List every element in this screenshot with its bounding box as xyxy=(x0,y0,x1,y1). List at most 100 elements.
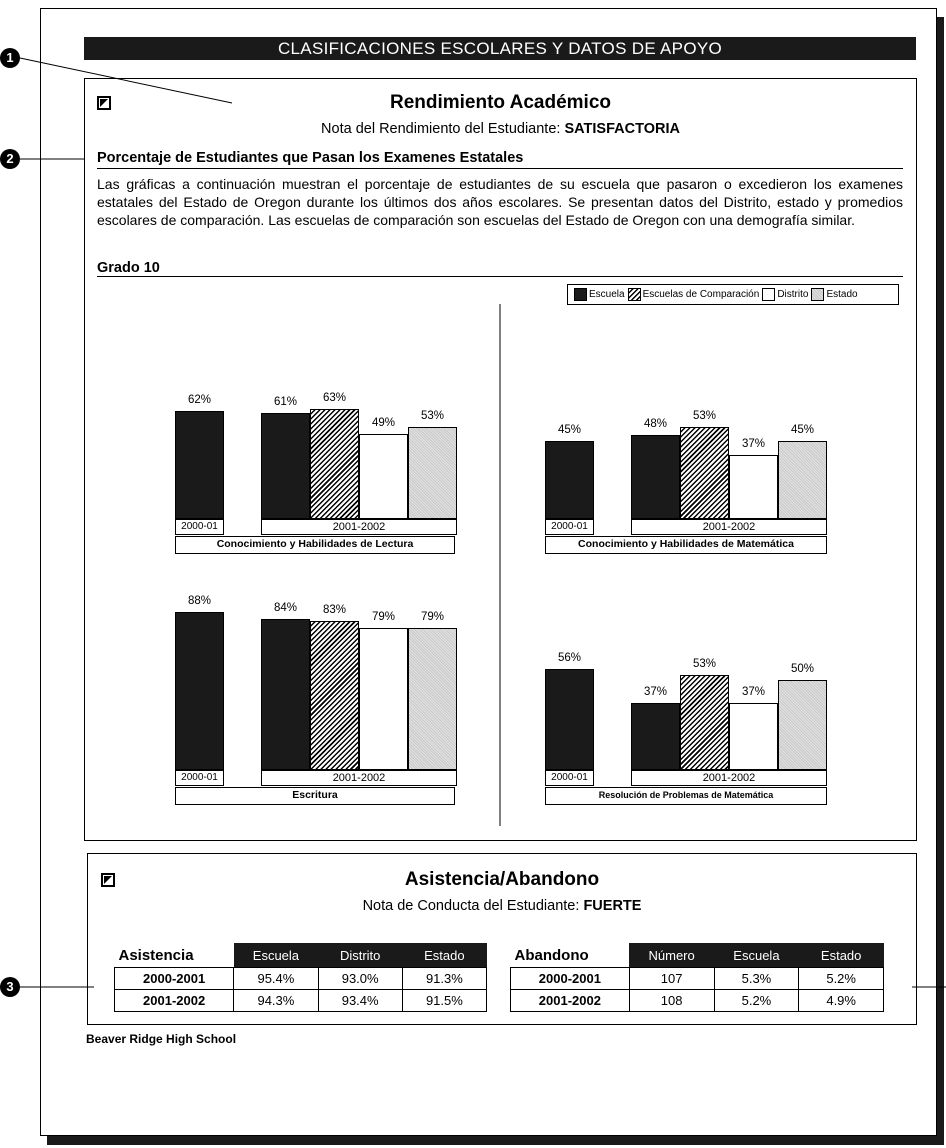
data-label: 79% xyxy=(420,610,445,623)
legend-label: Distrito xyxy=(777,289,809,300)
attendance-section xyxy=(87,853,917,1025)
data-label: 88% xyxy=(187,594,212,607)
legend-swatch-comparison xyxy=(627,288,641,301)
year-label: 2001-2002 xyxy=(631,770,827,786)
data-label: 62% xyxy=(187,394,212,407)
chart-title: Resolución de Problemas de Matemática xyxy=(545,787,827,805)
year-label: 2000-01 xyxy=(545,770,594,786)
column-header: Escuela xyxy=(714,943,799,968)
chart-title: Conocimiento y Habilidades de Lectura xyxy=(175,536,455,554)
row-label: 2000-2001 xyxy=(510,967,630,990)
chart-bar xyxy=(408,627,457,770)
row-label: 2001-2002 xyxy=(510,989,630,1012)
year-label: 2001-2002 xyxy=(631,519,827,535)
data-label: 37% xyxy=(741,686,766,699)
year-label: 2001-2002 xyxy=(261,770,457,786)
data-label: 45% xyxy=(790,423,815,436)
academic-note: Nota del Rendimiento del Estudiante: SAT… xyxy=(84,121,917,137)
dropout-table: Abandono Número Escuela Estado 2000-2001… xyxy=(510,943,884,1012)
callout-1: 1 xyxy=(0,48,20,68)
data-label: 45% xyxy=(557,423,582,436)
callout-2: 2 xyxy=(0,149,20,169)
data-label: 56% xyxy=(557,652,582,665)
chart-bar xyxy=(680,674,729,770)
chart-bar xyxy=(778,680,827,770)
legend-label: Escuela xyxy=(589,289,625,300)
chart-bar xyxy=(545,669,594,770)
divider xyxy=(97,168,903,169)
attendance-note-value: FUERTE xyxy=(583,898,642,914)
chart-bar xyxy=(729,703,778,770)
year-label: 2000-01 xyxy=(175,770,224,786)
data-label: 48% xyxy=(643,418,668,431)
chart-title: Escritura xyxy=(175,787,455,805)
data-label: 79% xyxy=(371,610,396,623)
chart-bar xyxy=(631,435,680,519)
academic-section xyxy=(84,78,917,841)
chart-bar xyxy=(631,703,680,770)
chart-bar xyxy=(175,411,224,519)
data-label: 53% xyxy=(692,409,717,422)
print-icon xyxy=(101,873,115,887)
cell: 5.2% xyxy=(798,967,884,990)
academic-note-label: Nota del Rendimiento del Estudiante: xyxy=(321,121,561,137)
chart-bar xyxy=(261,412,310,519)
school-name: Beaver Ridge High School xyxy=(86,1032,237,1046)
column-header: Estado xyxy=(402,943,487,968)
legend-label: Escuelas de Comparación xyxy=(642,289,760,300)
description: Las gráficas a continuación muestran el … xyxy=(97,176,903,228)
cell: 108 xyxy=(628,989,715,1012)
table-row: 2001-2002 94.3% 93.4% 91.5% xyxy=(113,989,488,1012)
chart-bar xyxy=(310,409,359,519)
legend-swatch-state xyxy=(811,288,825,301)
chart-bar xyxy=(778,440,827,519)
cell: 95.4% xyxy=(233,967,319,990)
attendance-note-label: Nota de Conducta del Estudiante: xyxy=(362,898,580,914)
grade-label: Grado 10 xyxy=(97,260,160,276)
data-label: 53% xyxy=(692,657,717,670)
column-header: Estado xyxy=(798,943,884,968)
cell: 4.9% xyxy=(798,989,884,1012)
attendance-note: Nota de Conducta del Estudiante: FUERTE xyxy=(87,898,917,914)
data-label: 50% xyxy=(790,663,815,675)
column-header: Escuela xyxy=(233,943,319,968)
chart-title: Conocimiento y Habilidades de Matemática xyxy=(545,536,827,554)
cell: 5.2% xyxy=(713,989,800,1012)
data-label: 37% xyxy=(741,437,766,450)
chart-bar xyxy=(310,620,359,770)
chart-bar xyxy=(359,627,408,770)
chart-bar xyxy=(729,454,778,519)
section-heading: Porcentaje de Estudiantes que Pasan los … xyxy=(97,150,524,166)
academic-note-value: SATISFACTORIA xyxy=(564,121,680,137)
year-label: 2000-01 xyxy=(545,519,594,535)
table-row: 2000-2001 107 5.3% 5.2% xyxy=(510,967,884,990)
data-label: 84% xyxy=(273,601,298,614)
cell: 93.4% xyxy=(317,989,403,1012)
dropout-heading: Abandono xyxy=(510,943,630,968)
chart-bar xyxy=(408,426,457,519)
attendance-table: Asistencia Escuela Distrito Estado 2000-… xyxy=(113,943,488,1012)
chart-legend: Escuela Escuelas de Comparación Distrito… xyxy=(567,284,899,305)
cell: 91.5% xyxy=(401,989,488,1012)
cell: 91.3% xyxy=(401,967,488,990)
row-label: 2000-2001 xyxy=(113,967,235,990)
data-label: 63% xyxy=(322,392,347,405)
cell: 94.3% xyxy=(233,989,319,1012)
data-label: 53% xyxy=(420,409,445,422)
callout-3: 3 xyxy=(0,977,20,997)
cell: 5.3% xyxy=(713,967,800,990)
row-label: 2001-2002 xyxy=(113,989,235,1012)
data-label: 37% xyxy=(643,686,668,699)
data-label: 83% xyxy=(322,603,347,616)
chart-bar xyxy=(261,618,310,770)
table-row: 2001-2002 108 5.2% 4.9% xyxy=(510,989,884,1012)
data-label: 61% xyxy=(273,395,298,408)
academic-title: Rendimiento Académico xyxy=(389,92,611,113)
divider xyxy=(97,276,903,277)
attendance-title: Asistencia/Abandono xyxy=(404,869,600,890)
cell: 107 xyxy=(628,967,715,990)
table-row: 2000-2001 95.4% 93.0% 91.3% xyxy=(113,967,488,990)
chart-bar xyxy=(359,433,408,519)
header-bar: CLASIFICACIONES ESCOLARES Y DATOS DE APO… xyxy=(84,37,916,60)
